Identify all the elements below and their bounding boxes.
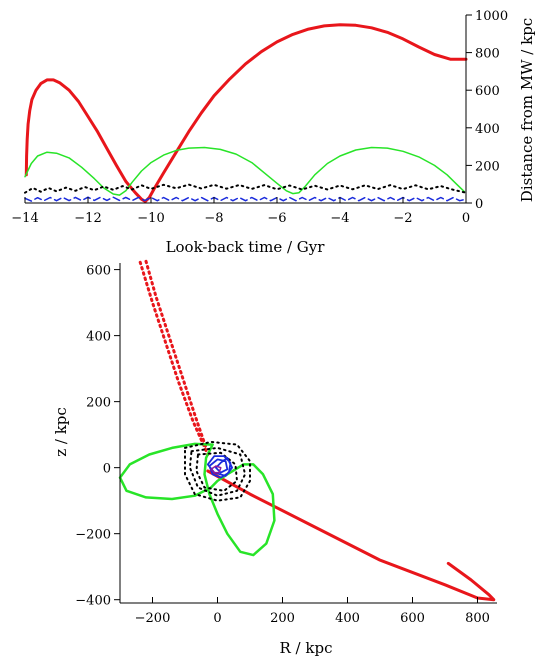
distance-series xyxy=(24,23,468,203)
bottom-y-ticks: −400 −200 0 200 400 600 xyxy=(75,264,120,609)
bottom-y-tick-label: 200 xyxy=(86,396,111,411)
bottom-x-ticks: −200 0 200 400 600 800 xyxy=(135,597,490,626)
top-y-tick-label: 800 xyxy=(475,47,500,62)
top-x-tick-label: −14 xyxy=(11,211,38,226)
top-y-tick-label: 200 xyxy=(475,159,500,174)
bottom-x-axis-label: R / kpc xyxy=(280,639,333,657)
top-y-tick-label: 0 xyxy=(475,197,483,212)
orbit-series xyxy=(118,259,496,602)
top-y-tick-label: 600 xyxy=(475,84,500,99)
top-series-2 xyxy=(24,183,467,194)
top-y-axis-label: Distance from MW / kpc xyxy=(518,18,536,202)
top-x-tick-label: 0 xyxy=(462,211,470,226)
bottom-series-4 xyxy=(184,440,251,502)
bottom-y-tick-label: −400 xyxy=(75,594,111,609)
bottom-series-2 xyxy=(206,469,496,602)
bottom-x-tick-label: 200 xyxy=(270,611,295,626)
bottom-series-5 xyxy=(188,446,247,497)
bottom-y-tick-label: 400 xyxy=(86,330,111,345)
bottom-x-tick-label: 800 xyxy=(465,611,490,626)
top-x-tick-label: −2 xyxy=(393,211,412,226)
top-series-0 xyxy=(24,23,468,203)
bottom-series-6 xyxy=(195,451,238,492)
bottom-y-tick-label: −200 xyxy=(75,528,111,543)
bottom-series-1 xyxy=(144,259,208,450)
bottom-series-7 xyxy=(206,455,233,479)
top-x-tick-label: −6 xyxy=(267,211,286,226)
bottom-series-8 xyxy=(210,465,222,474)
bottom-x-tick-label: 600 xyxy=(400,611,425,626)
orbit-panel: −200 0 200 400 600 800 −400 −200 0 200 400 600 R /… xyxy=(52,259,497,657)
top-x-tick-label: −8 xyxy=(204,211,223,226)
top-x-ticks: −14 −12 −10 −8 −6 −4 −2 0 xyxy=(11,197,470,226)
top-x-tick-label: −4 xyxy=(330,211,349,226)
bottom-y-axis-label: z / kpc xyxy=(52,407,70,457)
distance-vs-time-panel: −14 −12 −10 −8 −6 −4 −2 0 0 200 400 600 800 1000 Loo… xyxy=(11,9,536,256)
bottom-x-tick-label: 400 xyxy=(335,611,360,626)
bottom-y-tick-label: 600 xyxy=(86,264,111,279)
bottom-x-tick-label: 0 xyxy=(213,611,221,626)
top-y-ticks: 0 200 400 600 800 1000 xyxy=(466,9,508,212)
top-x-axis-label: Look-back time / Gyr xyxy=(166,238,326,256)
top-x-tick-label: −10 xyxy=(137,211,164,226)
bottom-series-0 xyxy=(138,260,210,456)
top-x-tick-label: −12 xyxy=(74,211,101,226)
top-y-tick-label: 1000 xyxy=(475,9,508,24)
bottom-y-tick-label: 0 xyxy=(103,462,111,477)
top-series-1 xyxy=(24,146,466,196)
top-y-tick-label: 400 xyxy=(475,122,500,137)
bottom-x-tick-label: −200 xyxy=(135,611,171,626)
top-series-3 xyxy=(24,196,467,202)
